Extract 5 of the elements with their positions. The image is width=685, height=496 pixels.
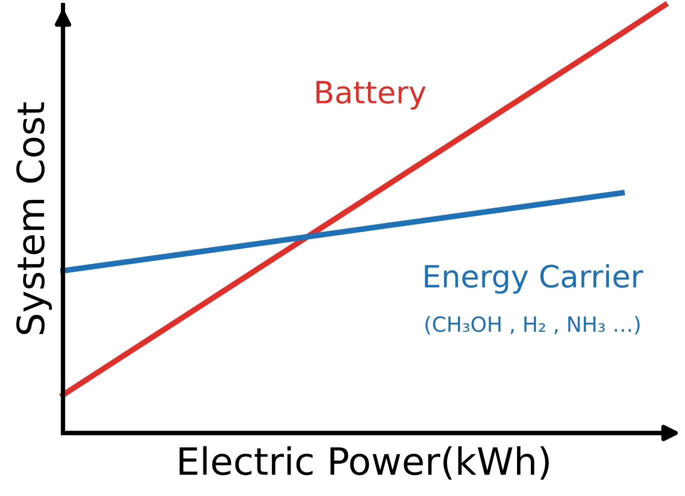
series-label: Energy Carrier [424,264,644,294]
annotation: (CH₃OH , H₂ , NH₃ …) [426,316,640,334]
series-label: Battery [316,81,426,110]
x-axis-title: Electric Power(kWh) [180,446,549,480]
y-axis-title: System Cost [16,102,52,334]
